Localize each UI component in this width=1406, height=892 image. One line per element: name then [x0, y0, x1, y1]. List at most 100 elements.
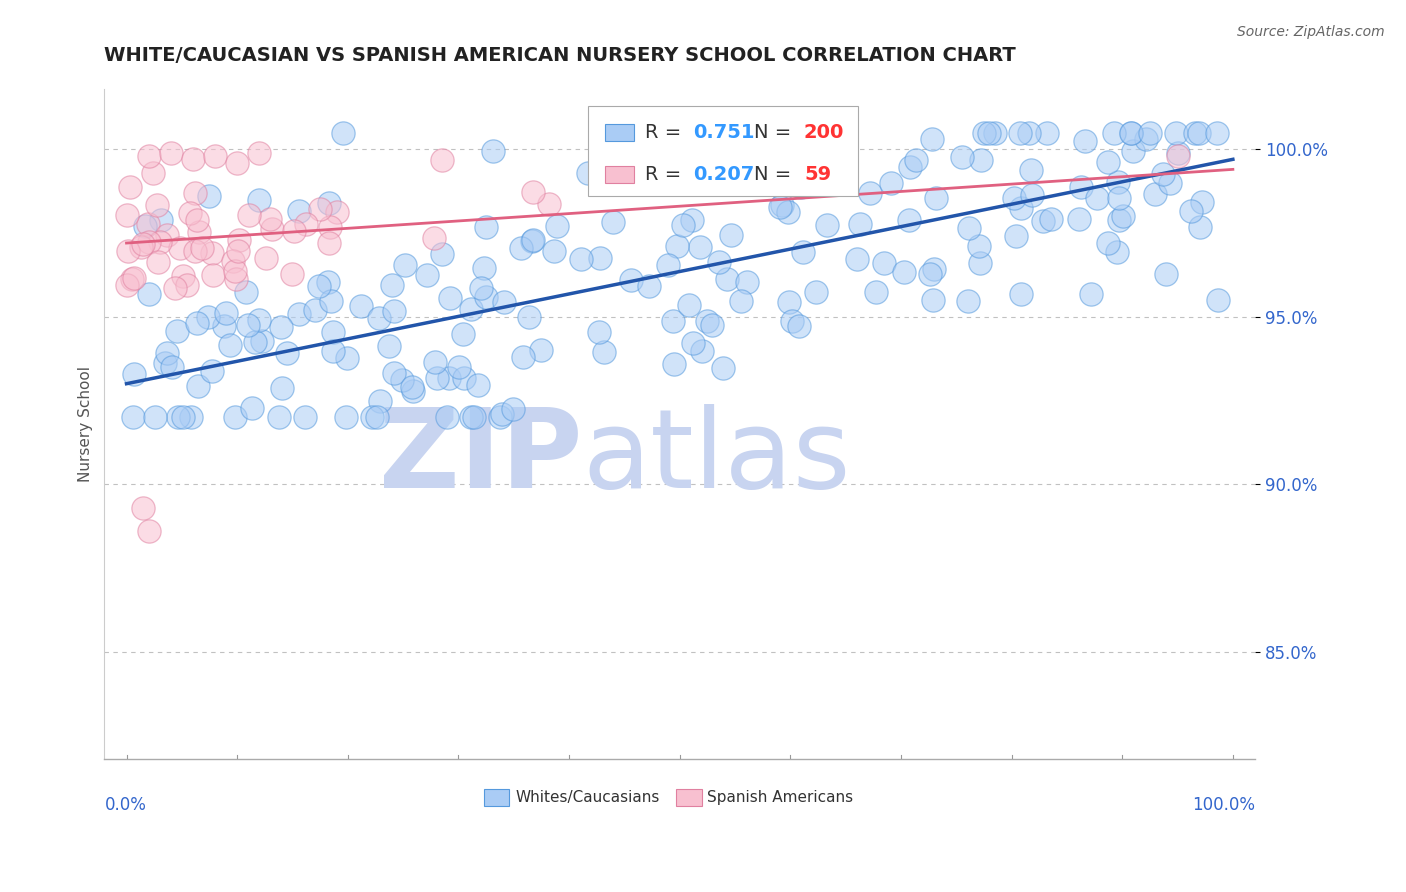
Bar: [676, 789, 702, 805]
Point: [226, 155, 249, 169]
Point: [1021, 188, 1043, 202]
Point: [696, 314, 718, 328]
Point: [260, 222, 283, 236]
Point: [1112, 210, 1135, 224]
Point: [122, 367, 145, 381]
Point: [172, 410, 194, 425]
Point: [921, 132, 943, 146]
Point: [423, 355, 446, 369]
Point: [865, 285, 887, 299]
Point: [259, 211, 281, 226]
Point: [1159, 177, 1181, 191]
Y-axis label: Nursery School: Nursery School: [79, 366, 93, 482]
Point: [160, 360, 183, 375]
Point: [280, 268, 302, 282]
Point: [184, 186, 207, 200]
Point: [138, 149, 160, 163]
Point: [848, 217, 870, 231]
Point: [1102, 126, 1125, 140]
Point: [138, 286, 160, 301]
Point: [250, 334, 273, 348]
Point: [520, 234, 543, 248]
Point: [512, 350, 534, 364]
Point: [681, 213, 703, 227]
Point: [957, 294, 980, 309]
Point: [815, 218, 838, 232]
Point: [538, 197, 561, 211]
Point: [1135, 132, 1157, 146]
Point: [169, 241, 191, 255]
Point: [148, 235, 170, 250]
Point: [815, 175, 838, 189]
Point: [316, 276, 339, 290]
Point: [693, 129, 716, 144]
Point: [530, 343, 553, 357]
Point: [366, 410, 388, 425]
Point: [138, 524, 160, 538]
Point: [845, 252, 868, 267]
Point: [711, 361, 734, 376]
Point: [117, 278, 139, 293]
Point: [517, 310, 540, 325]
Point: [1154, 268, 1177, 282]
Point: [588, 251, 610, 265]
Point: [228, 244, 250, 258]
Point: [638, 279, 661, 293]
Point: [437, 371, 460, 385]
Point: [159, 145, 181, 160]
Point: [1019, 162, 1042, 177]
Point: [426, 370, 449, 384]
Point: [115, 208, 138, 222]
Point: [122, 271, 145, 285]
Point: [1008, 126, 1031, 140]
Point: [132, 237, 155, 252]
Point: [172, 269, 194, 284]
Point: [163, 281, 186, 295]
Point: [904, 153, 927, 167]
Point: [332, 126, 354, 140]
Text: Spanish Americans: Spanish Americans: [707, 790, 853, 805]
Point: [308, 279, 330, 293]
Point: [489, 410, 512, 425]
Point: [247, 193, 270, 207]
Point: [522, 185, 544, 199]
Point: [1070, 179, 1092, 194]
Point: [228, 233, 250, 247]
Point: [382, 366, 405, 380]
Point: [322, 325, 344, 339]
Point: [430, 153, 453, 167]
Point: [1180, 204, 1202, 219]
Point: [150, 213, 173, 227]
Point: [142, 166, 165, 180]
Point: [522, 233, 544, 247]
Point: [350, 299, 373, 313]
Text: R =: R =: [645, 123, 688, 142]
Point: [1002, 191, 1025, 205]
Point: [475, 220, 498, 235]
Point: [121, 410, 143, 425]
Point: [778, 295, 800, 310]
Point: [179, 206, 201, 220]
Point: [271, 381, 294, 395]
Point: [295, 217, 318, 231]
Point: [776, 204, 799, 219]
Point: [472, 260, 495, 275]
Point: [897, 213, 920, 227]
Point: [815, 138, 838, 153]
Point: [664, 357, 686, 371]
Point: [136, 217, 159, 231]
Point: [657, 258, 679, 272]
Point: [1105, 245, 1128, 260]
Point: [1191, 194, 1213, 209]
Point: [893, 265, 915, 279]
Point: [460, 302, 482, 317]
Text: N =: N =: [755, 123, 799, 142]
Point: [1097, 235, 1119, 250]
Point: [430, 246, 453, 260]
Point: [685, 126, 707, 140]
Point: [1144, 186, 1167, 201]
Point: [1108, 191, 1130, 205]
Point: [678, 298, 700, 312]
Point: [240, 401, 263, 416]
Point: [481, 145, 503, 159]
